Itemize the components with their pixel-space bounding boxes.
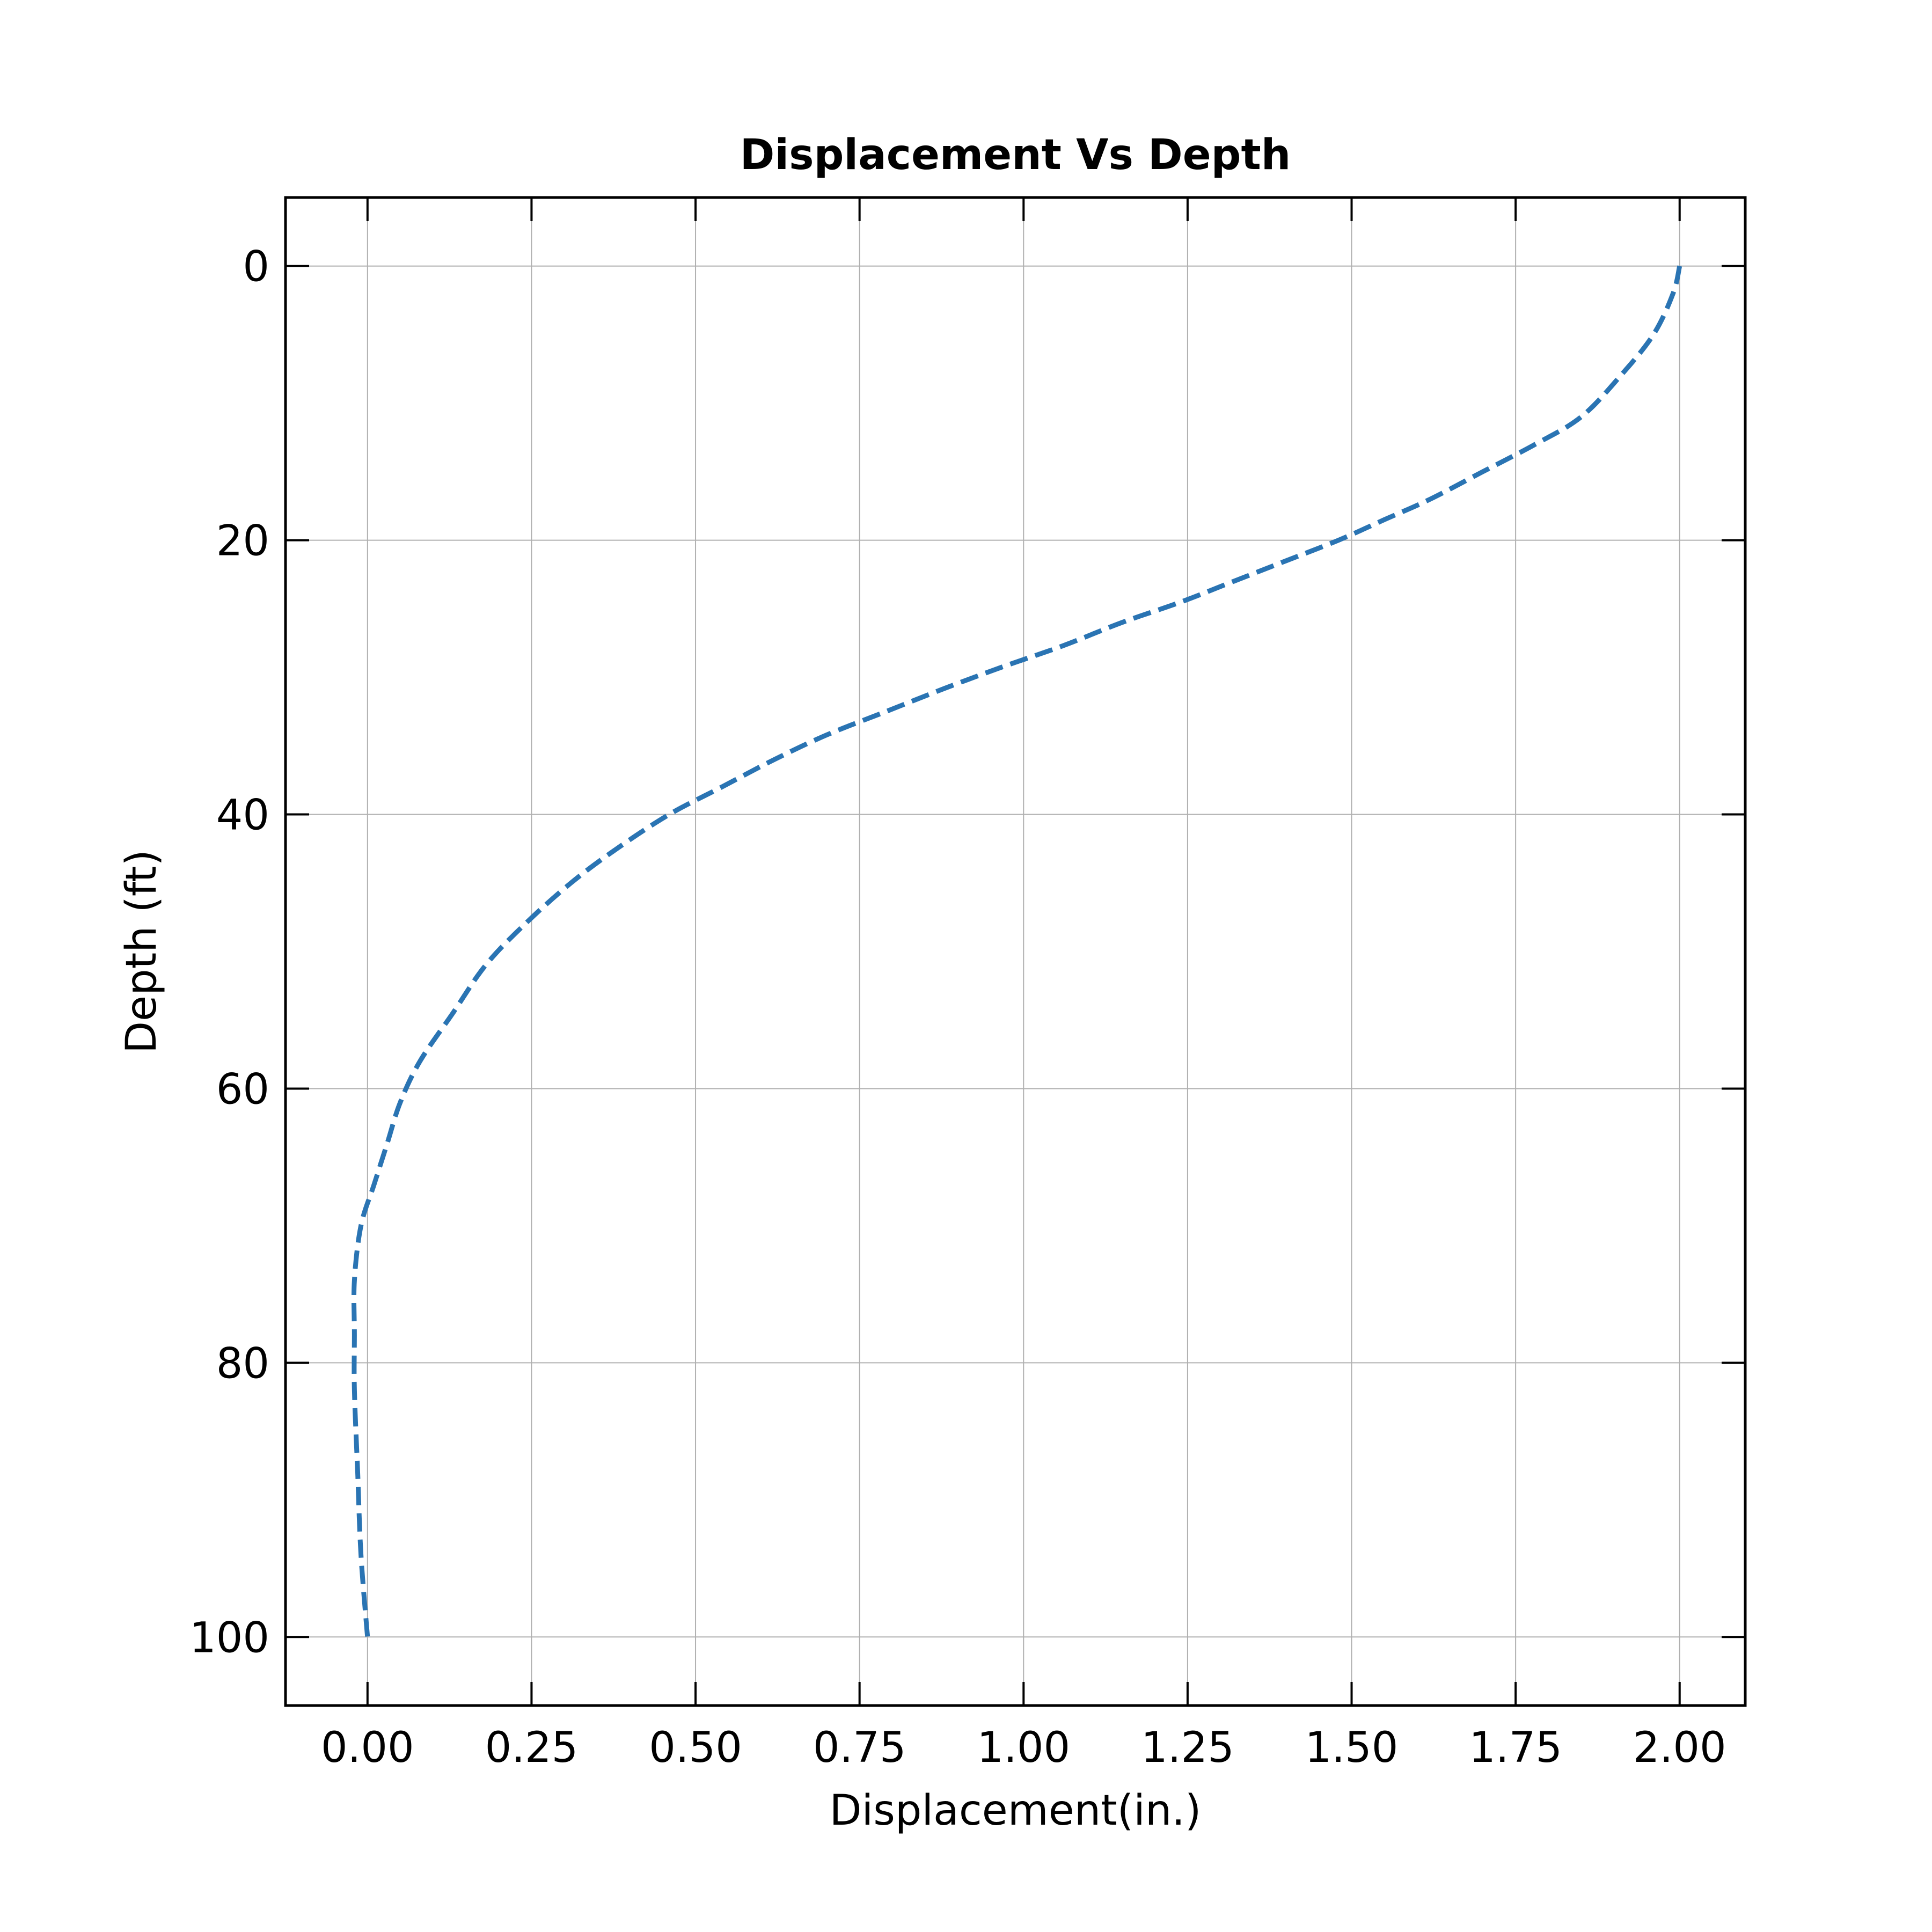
series-layer (351, 265, 1682, 1637)
y-axis-label: Depth (ft) (118, 850, 166, 1053)
tick-labels: 0.00 0.25 0.50 0.75 1.00 1.25 1.50 1.75 2.00 0 20 4… (189, 243, 1726, 1772)
x-tick-label: 1.75 (1469, 1724, 1562, 1772)
chart-title: Displacement Vs Depth (740, 131, 1291, 179)
x-tick-label: 1.00 (977, 1724, 1070, 1772)
x-tick-label: 0.75 (813, 1724, 906, 1772)
ticks (286, 197, 1745, 1706)
y-tick-label: 0 (243, 243, 269, 291)
plot-frame (284, 196, 1747, 1707)
x-axis-label: Displacement(in.) (830, 1787, 1202, 1835)
displacement-series-line (351, 265, 1682, 1637)
y-tick-label: 100 (189, 1614, 269, 1662)
x-tick-label: 0.50 (649, 1724, 742, 1772)
x-tick-label: 0.00 (321, 1724, 414, 1772)
y-tick-label: 80 (216, 1340, 269, 1388)
y-tick-label: 20 (216, 517, 269, 566)
y-tick-label: 40 (216, 792, 269, 840)
grid (286, 197, 1745, 1706)
x-tick-label: 0.25 (485, 1724, 579, 1772)
x-tick-label: 1.25 (1141, 1724, 1234, 1772)
x-tick-label: 2.00 (1633, 1724, 1726, 1772)
y-tick-label: 60 (216, 1065, 269, 1114)
x-tick-label: 1.50 (1305, 1724, 1399, 1772)
